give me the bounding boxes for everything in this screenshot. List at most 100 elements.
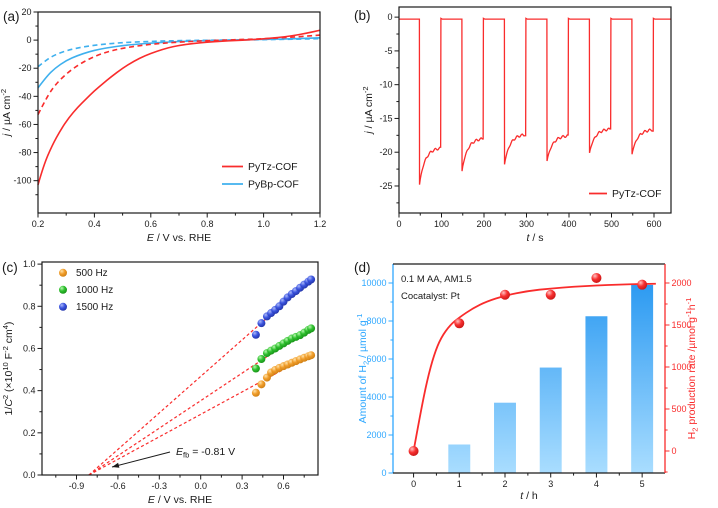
y-tick-label: 2000 — [672, 278, 692, 288]
h2-rate-point — [591, 272, 602, 283]
x-tick-label: 200 — [476, 219, 491, 229]
legend-label: 1500 Hz — [76, 302, 113, 313]
y-tick-label: 8000 — [366, 316, 386, 326]
h2-amount-bar — [585, 316, 608, 473]
y-tick-label: 0 — [387, 12, 392, 22]
y-tick-label: -25 — [379, 181, 392, 191]
y-tick-label: 0.4 — [23, 386, 36, 396]
x-tick-label: 300 — [519, 219, 534, 229]
x-tick-label: 0 — [411, 479, 416, 489]
y-tick-label: 1000 — [672, 362, 692, 372]
x-tick-label: 0.3 — [236, 481, 249, 491]
y-tick-label: 0.0 — [23, 470, 36, 480]
y-tick-label: 0 — [26, 35, 31, 45]
y-tick-label: -15 — [379, 113, 392, 123]
y-tick-label: -80 — [18, 148, 31, 158]
y-tick-label: -20 — [379, 147, 392, 157]
panel-d: 0 1 2 3 4 5 0 2000 4000 6000 8000 10000 0 500 1000 1500… — [354, 260, 699, 502]
y-tick-label: -60 — [18, 119, 31, 129]
y-tick-label: 20 — [21, 7, 31, 17]
legend-sphere — [59, 268, 67, 277]
x-tick-label: 0.6 — [145, 219, 158, 229]
panel-a: 0.2 0.4 0.6 0.8 1.0 1.2 20 0 -20 -40 -60 -80 -100 E /… — [0, 7, 326, 244]
data-point-500-hz — [307, 351, 316, 360]
x-tick-label: 3 — [548, 479, 553, 489]
legend-sphere — [59, 285, 67, 294]
x-tick-label: 0.4 — [88, 219, 101, 229]
data-point-500-hz — [251, 388, 260, 397]
legend-label: 500 Hz — [76, 268, 108, 279]
left-y-axis-title: Amount of H2 / µmol g-1 — [355, 314, 370, 424]
x-tick-label: 2 — [502, 479, 507, 489]
x-tick-label: 1.0 — [257, 219, 270, 229]
y-tick-label: -5 — [384, 46, 392, 56]
y-axis-title: 1/C2 (×1010 F-2 cm4) — [1, 322, 15, 416]
x-axis-title: E / V vs. RHE — [147, 232, 211, 244]
y-tick-label: 0 — [381, 468, 386, 478]
x-tick-label: 4 — [594, 479, 599, 489]
data-point-1500-hz — [251, 330, 260, 339]
panel-label-c: (c) — [2, 260, 18, 275]
h2-rate-point — [454, 318, 465, 329]
x-axis-title: E / V vs. RHE — [148, 494, 212, 506]
x-tick-label: 0.2 — [32, 219, 45, 229]
x-tick-label: -0.9 — [69, 481, 85, 491]
y-tick-label: 0 — [672, 446, 677, 456]
panel-label-a: (a) — [3, 9, 20, 24]
curve-pytz-cof — [37, 29, 321, 186]
legend-label: PyTz-COF — [612, 188, 662, 200]
x-tick-label: 1.2 — [314, 219, 327, 229]
h2-rate-point — [545, 289, 556, 300]
y-tick-label: 1500 — [672, 320, 692, 330]
legend-label: 1000 Hz — [76, 285, 113, 296]
y-tick-label: -100 — [13, 176, 31, 186]
x-tick-label: 0.6 — [277, 481, 290, 491]
legend-label: PyBp-COF — [248, 179, 299, 191]
x-tick-label: 400 — [561, 219, 576, 229]
data-point-1500-hz — [257, 319, 266, 328]
right-y-axis-title: H2 production rate /µmol g-1h-1 — [684, 298, 699, 440]
y-tick-label: 0.2 — [23, 428, 36, 438]
x-tick-label: -0.6 — [110, 481, 126, 491]
chronoamperometry-trace — [399, 17, 671, 185]
annotation-arrow-line — [111, 451, 171, 468]
panel-label-b: (b) — [354, 8, 371, 23]
conditions-note: Cocatalyst: Pt — [401, 291, 460, 302]
data-point-1500-hz — [307, 275, 316, 284]
x-axis-title: t / h — [520, 490, 538, 502]
x-tick-label: 600 — [646, 219, 661, 229]
x-tick-label: 100 — [434, 219, 449, 229]
y-tick-label: 4000 — [366, 392, 386, 402]
y-tick-label: 2000 — [366, 430, 386, 440]
h2-amount-bar — [448, 444, 471, 473]
conditions-note: 0.1 M AA, AM1.5 — [401, 274, 472, 285]
h2-rate-point — [408, 445, 419, 456]
legend-sphere — [59, 302, 67, 311]
h2-amount-bar — [494, 402, 516, 473]
y-tick-label: 1.0 — [23, 259, 36, 269]
y-tick-label: 0.6 — [23, 343, 36, 353]
legend-label: PyTz-COF — [248, 161, 298, 173]
curve-pybp-cof-dashed- — [37, 37, 321, 68]
y-tick-label: 10000 — [361, 278, 386, 288]
annotation-arrowhead — [112, 462, 120, 468]
h2-rate-point — [500, 289, 510, 300]
y-tick-label: 6000 — [366, 354, 386, 364]
x-tick-label: 5 — [640, 479, 645, 489]
y-tick-label: 500 — [672, 404, 687, 414]
x-tick-label: 1 — [457, 479, 462, 489]
y-axis-title: j / µA cm-2 — [0, 89, 13, 138]
y-tick-label: 0.8 — [23, 301, 36, 311]
x-tick-label: 500 — [604, 219, 619, 229]
y-axis-title: j / µA cm-2 — [361, 86, 375, 135]
panel-c: -0.9 -0.6 -0.3 0.0 0.3 0.6 0.0 0.2 0.4 0.6 0.8 1.0 E… — [1, 259, 319, 506]
x-tick-label: 0.8 — [201, 219, 214, 229]
data-point-500-hz — [257, 380, 266, 389]
y-tick-label: -20 — [18, 63, 31, 73]
y-tick-label: -10 — [379, 80, 392, 90]
x-tick-label: -0.3 — [152, 481, 168, 491]
x-axis-title: t / s — [527, 232, 544, 244]
plot-frame — [398, 6, 672, 214]
data-point-1000-hz — [307, 324, 316, 333]
